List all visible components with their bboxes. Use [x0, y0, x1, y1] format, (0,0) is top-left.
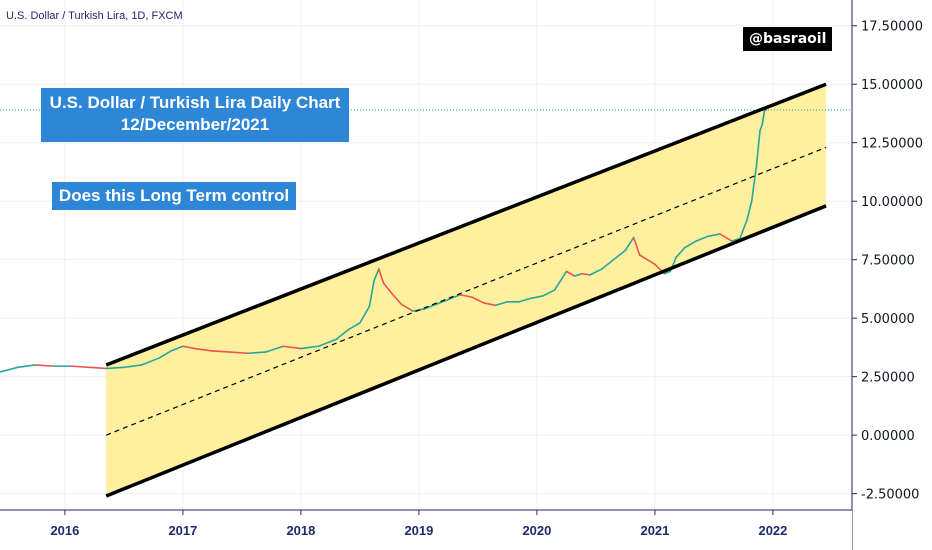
price-segment [573, 272, 583, 277]
price-segment [335, 329, 349, 341]
price-segment [382, 282, 394, 296]
author-handle: @basraoil [743, 27, 833, 51]
price-segment [730, 237, 741, 242]
price-segment [347, 322, 361, 331]
price-segment [553, 270, 568, 291]
price-segment [471, 296, 485, 304]
price-segment [644, 257, 656, 266]
x-axis-panel [0, 510, 852, 550]
price-segment [750, 165, 758, 202]
x-tick-label: 2021 [640, 523, 669, 538]
x-tick-label: 2017 [168, 523, 197, 538]
price-segment [719, 233, 733, 242]
y-tick-label: 10.00000 [861, 195, 923, 210]
x-tick-label: 2019 [404, 523, 433, 538]
price-segment [755, 130, 761, 167]
y-tick-label: 17.50000 [861, 20, 923, 35]
price-segment [683, 240, 698, 249]
price-segment [739, 219, 748, 240]
price-segment [16, 364, 37, 369]
symbol-label[interactable]: U.S. Dollar / Turkish Lira, 1D, FXCM [6, 10, 183, 22]
price-segment [494, 300, 509, 307]
channel-median-line[interactable] [105, 146, 827, 436]
channel-upper-line[interactable] [105, 82, 827, 367]
price-segment [359, 305, 371, 324]
price-segment [392, 293, 403, 305]
price-segment [0, 366, 19, 373]
price-segment [601, 258, 615, 270]
channel-lower-line[interactable] [105, 204, 827, 498]
price-segment [580, 272, 591, 276]
price-segment [158, 350, 172, 359]
y-tick-label: -2.50000 [861, 488, 919, 503]
price-series [0, 109, 768, 373]
price-segment [435, 298, 450, 305]
price-segment [589, 268, 603, 276]
price-segment [170, 345, 184, 352]
price-segment [424, 303, 438, 310]
y-tick-label: 12.50000 [861, 137, 923, 152]
price-segment [123, 364, 143, 369]
y-tick-label: 0.00000 [861, 429, 915, 444]
price-segment [565, 270, 576, 277]
price-segment [211, 350, 231, 353]
x-axis[interactable]: 2016 2017 2018 2019 2020 2021 2022 [0, 509, 852, 550]
price-segment [193, 347, 214, 352]
price-segment [368, 279, 375, 308]
annotation-title-line1: U.S. Dollar / Turkish Lira Daily Chart [49, 93, 341, 112]
y-tick-label: 2.50000 [861, 371, 915, 386]
price-segment [759, 123, 764, 132]
x-tick-label: 2020 [522, 523, 551, 538]
price-segment [624, 236, 635, 252]
channel-fill [106, 84, 827, 496]
x-tick-label: 2016 [50, 523, 79, 538]
price-segment [542, 289, 556, 297]
price-segment [695, 235, 709, 242]
price-segment [229, 351, 249, 355]
price-segment [373, 268, 380, 282]
price-segment [459, 293, 473, 298]
price-segment [530, 295, 544, 300]
price-segment [140, 357, 161, 366]
trendlines[interactable] [105, 82, 827, 498]
price-segment [105, 366, 125, 370]
annotation-question-box[interactable]: Does this Long Term control [52, 182, 296, 210]
price-segment [247, 351, 267, 355]
price-segment [483, 302, 497, 307]
x-tick-label: 2022 [758, 523, 787, 538]
price-segment [34, 364, 54, 367]
price-segment [518, 297, 532, 303]
price-segment [264, 345, 285, 353]
y-tick-label: 7.50000 [861, 254, 915, 269]
price-segment [182, 345, 196, 350]
y-tick-label: 5.00000 [861, 312, 915, 327]
annotation-title-line2: 12/December/2021 [120, 115, 270, 134]
x-tick-label: 2018 [286, 523, 315, 538]
price-segment [746, 200, 753, 221]
price-segment [675, 247, 686, 259]
price-segment [638, 254, 647, 260]
price-segment [300, 345, 320, 350]
price-segment [632, 236, 641, 256]
price-segment [612, 249, 627, 261]
price-segment [317, 338, 338, 348]
price-segment [87, 366, 108, 370]
price-segment [377, 268, 385, 284]
y-tick-label: 15.00000 [861, 78, 923, 93]
price-segment [447, 293, 462, 301]
price-segment [761, 109, 766, 125]
y-axis-panel [852, 0, 932, 550]
price-segment [282, 345, 302, 350]
price-segment [663, 270, 672, 275]
price-segment [400, 303, 414, 312]
y-axis[interactable]: 17.50000 15.00000 12.50000 10.00000 7.50000 5… [851, 0, 932, 550]
price-segment [70, 365, 90, 369]
price-segment [707, 233, 721, 238]
annotation-title-box[interactable]: U.S. Dollar / Turkish Lira Daily Chart 1… [41, 88, 349, 142]
